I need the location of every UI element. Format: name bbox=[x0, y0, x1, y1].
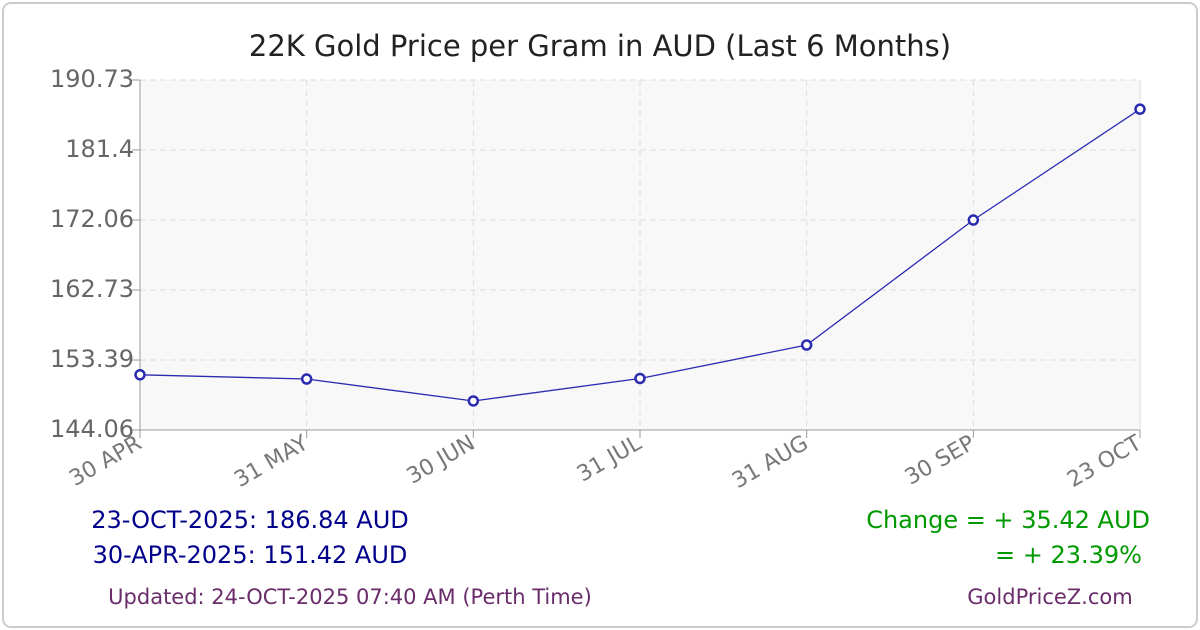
updated-note: Updated: 24-OCT-2025 07:40 AM (Perth Tim… bbox=[108, 585, 592, 609]
price-point bbox=[1134, 103, 1146, 115]
y-tick-label: 172.06 bbox=[50, 205, 134, 233]
earliest-price: 30-APR-2025: 151.42 AUD bbox=[93, 541, 408, 569]
price-point bbox=[300, 373, 313, 385]
latest-price: 23-OCT-2025: 186.84 AUD bbox=[91, 506, 409, 534]
chart-title: 22K Gold Price per Gram in AUD (Last 6 M… bbox=[249, 29, 951, 63]
price-point bbox=[967, 214, 980, 226]
y-tick-label: 181.4 bbox=[65, 135, 134, 163]
y-tick-label: 144.06 bbox=[50, 415, 134, 443]
price-point bbox=[134, 369, 146, 381]
change-amount: Change = + 35.42 AUD bbox=[866, 506, 1150, 534]
price-point bbox=[467, 395, 480, 407]
y-tick-label: 153.39 bbox=[50, 345, 134, 373]
price-point bbox=[634, 372, 646, 385]
price-point bbox=[800, 339, 813, 351]
y-tick-label: 162.73 bbox=[50, 275, 134, 303]
change-percent: = + 23.39% bbox=[995, 541, 1142, 569]
site-name: GoldPriceZ.com bbox=[967, 585, 1132, 609]
y-tick-label: 190.73 bbox=[50, 65, 134, 93]
